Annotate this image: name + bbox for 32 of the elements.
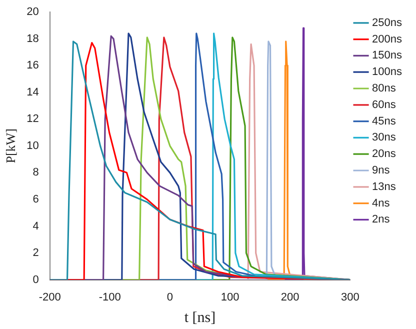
x-tick-label: -100 xyxy=(98,291,121,304)
y-axis-title: P[kW] xyxy=(3,128,18,164)
legend-label: 45ns xyxy=(372,115,396,128)
x-tick-label: 200 xyxy=(280,291,300,304)
y-tick-label: 10 xyxy=(26,140,39,152)
y-tick-label: 8 xyxy=(32,166,39,179)
legend-label: 2ns xyxy=(372,214,390,226)
x-tick-label: 300 xyxy=(340,291,360,304)
x-tick-label: 100 xyxy=(220,291,240,304)
legend-label: 30ns xyxy=(372,132,396,144)
y-tick-label: 4 xyxy=(32,220,39,232)
y-tick-label: 16 xyxy=(26,60,39,72)
legend-label: 4ns xyxy=(372,197,390,210)
legend-label: 200ns xyxy=(372,33,402,46)
legend-label: 100ns xyxy=(372,66,402,78)
x-tick-label: -200 xyxy=(38,291,61,304)
legend-label: 13ns xyxy=(372,180,396,193)
x-tick-label: 0 xyxy=(166,291,174,304)
legend-label: 60ns xyxy=(372,98,396,111)
y-tick-label: 18 xyxy=(26,32,39,45)
y-tick-label: 2 xyxy=(32,247,39,260)
y-tick-label: 12 xyxy=(26,113,39,126)
legend-label: 80ns xyxy=(372,82,396,95)
legend-label: 20ns xyxy=(372,148,396,160)
legend-label: 150ns xyxy=(372,50,402,62)
y-tick-label: 20 xyxy=(26,6,39,18)
y-tick-label: 14 xyxy=(26,86,39,98)
y-tick-label: 0 xyxy=(32,274,39,286)
legend-label: 9ns xyxy=(372,164,390,177)
legend-label: 250ns xyxy=(372,16,402,29)
x-axis-title: t [ns] xyxy=(184,310,216,326)
y-tick-label: 6 xyxy=(32,193,39,206)
